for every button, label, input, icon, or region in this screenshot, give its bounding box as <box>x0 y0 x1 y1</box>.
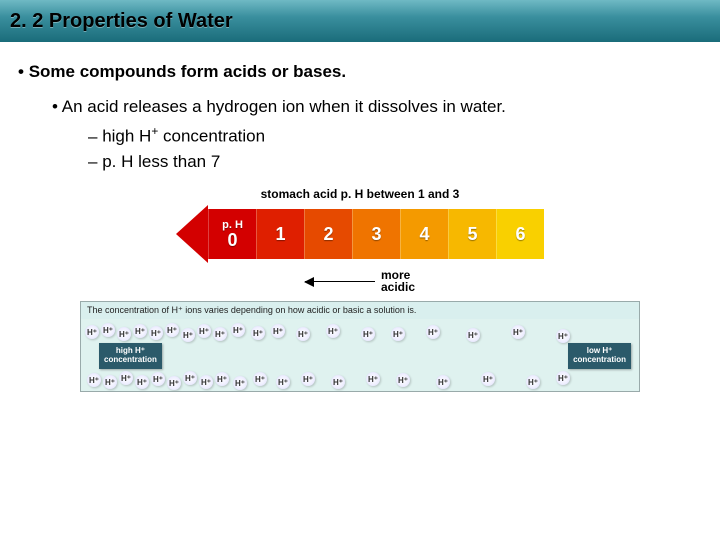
ph-cell: 2 <box>304 209 352 259</box>
dash-1: high H+ concentration <box>88 123 702 149</box>
gradient-box: The concentration of H⁺ ions varies depe… <box>80 301 640 392</box>
h-plus-ion: H⁺ <box>87 373 101 387</box>
bullet-main: Some compounds form acids or bases. <box>18 62 702 82</box>
h-plus-ion: H⁺ <box>133 324 147 338</box>
h-plus-ion: H⁺ <box>466 328 480 342</box>
banner-title: 2. 2 Properties of Water <box>10 10 233 33</box>
h-plus-ion: H⁺ <box>85 325 99 339</box>
gradient-body: high H⁺ concentration low H⁺ concentrati… <box>81 319 639 391</box>
h-plus-ion: H⁺ <box>101 323 115 337</box>
thin-arrow-icon <box>305 281 375 283</box>
h-plus-ion: H⁺ <box>361 327 375 341</box>
h-plus-ion: H⁺ <box>119 371 133 385</box>
ph-cells: 123456 <box>256 209 544 259</box>
h-plus-ion: H⁺ <box>103 375 117 389</box>
more-acidic-text: more acidic <box>381 269 415 293</box>
h-plus-ion: H⁺ <box>233 376 247 390</box>
h-plus-ion: H⁺ <box>526 375 540 389</box>
h-plus-ion: H⁺ <box>511 325 525 339</box>
h-plus-ion: H⁺ <box>251 326 265 340</box>
h-plus-ion: H⁺ <box>556 329 570 343</box>
h-plus-ion: H⁺ <box>396 373 410 387</box>
gradient-caption: The concentration of H⁺ ions varies depe… <box>81 302 639 319</box>
h-plus-ion: H⁺ <box>301 372 315 386</box>
dash1-post: concentration <box>158 127 265 146</box>
h-plus-ion: H⁺ <box>215 372 229 386</box>
ph-cell: 6 <box>496 209 544 259</box>
h-plus-ion: H⁺ <box>326 324 340 338</box>
caption-top: stomach acid p. H between 1 and 3 <box>18 187 702 201</box>
h-plus-ion: H⁺ <box>276 375 290 389</box>
dash-2: p. H less than 7 <box>88 151 702 174</box>
h-plus-ion: H⁺ <box>296 327 310 341</box>
h-plus-ion: H⁺ <box>167 376 181 390</box>
h-plus-ion: H⁺ <box>366 372 380 386</box>
low-line2: concentration <box>573 356 626 365</box>
ph-cell: 1 <box>256 209 304 259</box>
ph-cell: 5 <box>448 209 496 259</box>
slide-content: Some compounds form acids or bases. An a… <box>0 42 720 392</box>
h-plus-ion: H⁺ <box>231 323 245 337</box>
low-concentration-label: low H⁺ concentration <box>568 343 631 369</box>
h-plus-ion: H⁺ <box>253 372 267 386</box>
ph-cell-0: p. H 0 <box>208 209 256 259</box>
h-plus-ion: H⁺ <box>197 324 211 338</box>
h-plus-ion: H⁺ <box>183 371 197 385</box>
h-plus-ion: H⁺ <box>391 327 405 341</box>
h-plus-ion: H⁺ <box>556 371 570 385</box>
ph-scale-wrap: p. H 0 123456 <box>18 205 702 263</box>
h-plus-ion: H⁺ <box>151 372 165 386</box>
arrowhead-icon <box>176 205 208 263</box>
ph-cell: 4 <box>400 209 448 259</box>
h-plus-ion: H⁺ <box>213 327 227 341</box>
more-acidic-row: more acidic <box>18 269 702 293</box>
h-plus-ion: H⁺ <box>331 375 345 389</box>
h-plus-ion: H⁺ <box>165 323 179 337</box>
h-plus-ion: H⁺ <box>436 375 450 389</box>
ph-cell: 3 <box>352 209 400 259</box>
acidic-text: acidic <box>381 281 415 293</box>
banner: 2. 2 Properties of Water <box>0 0 720 42</box>
ph-scale: p. H 0 123456 <box>176 205 544 263</box>
dash1-pre: high H <box>102 127 151 146</box>
h-plus-ion: H⁺ <box>117 327 131 341</box>
high-line2: concentration <box>104 356 157 365</box>
h-plus-ion: H⁺ <box>271 324 285 338</box>
h-plus-ion: H⁺ <box>181 328 195 342</box>
high-concentration-label: high H⁺ concentration <box>99 343 162 369</box>
h-plus-ion: H⁺ <box>199 375 213 389</box>
ph-label-zero: 0 <box>227 231 237 249</box>
h-plus-ion: H⁺ <box>149 326 163 340</box>
h-plus-ion: H⁺ <box>135 375 149 389</box>
h-plus-ion: H⁺ <box>426 325 440 339</box>
bullet-sub: An acid releases a hydrogen ion when it … <box>52 96 702 119</box>
h-plus-ion: H⁺ <box>481 372 495 386</box>
